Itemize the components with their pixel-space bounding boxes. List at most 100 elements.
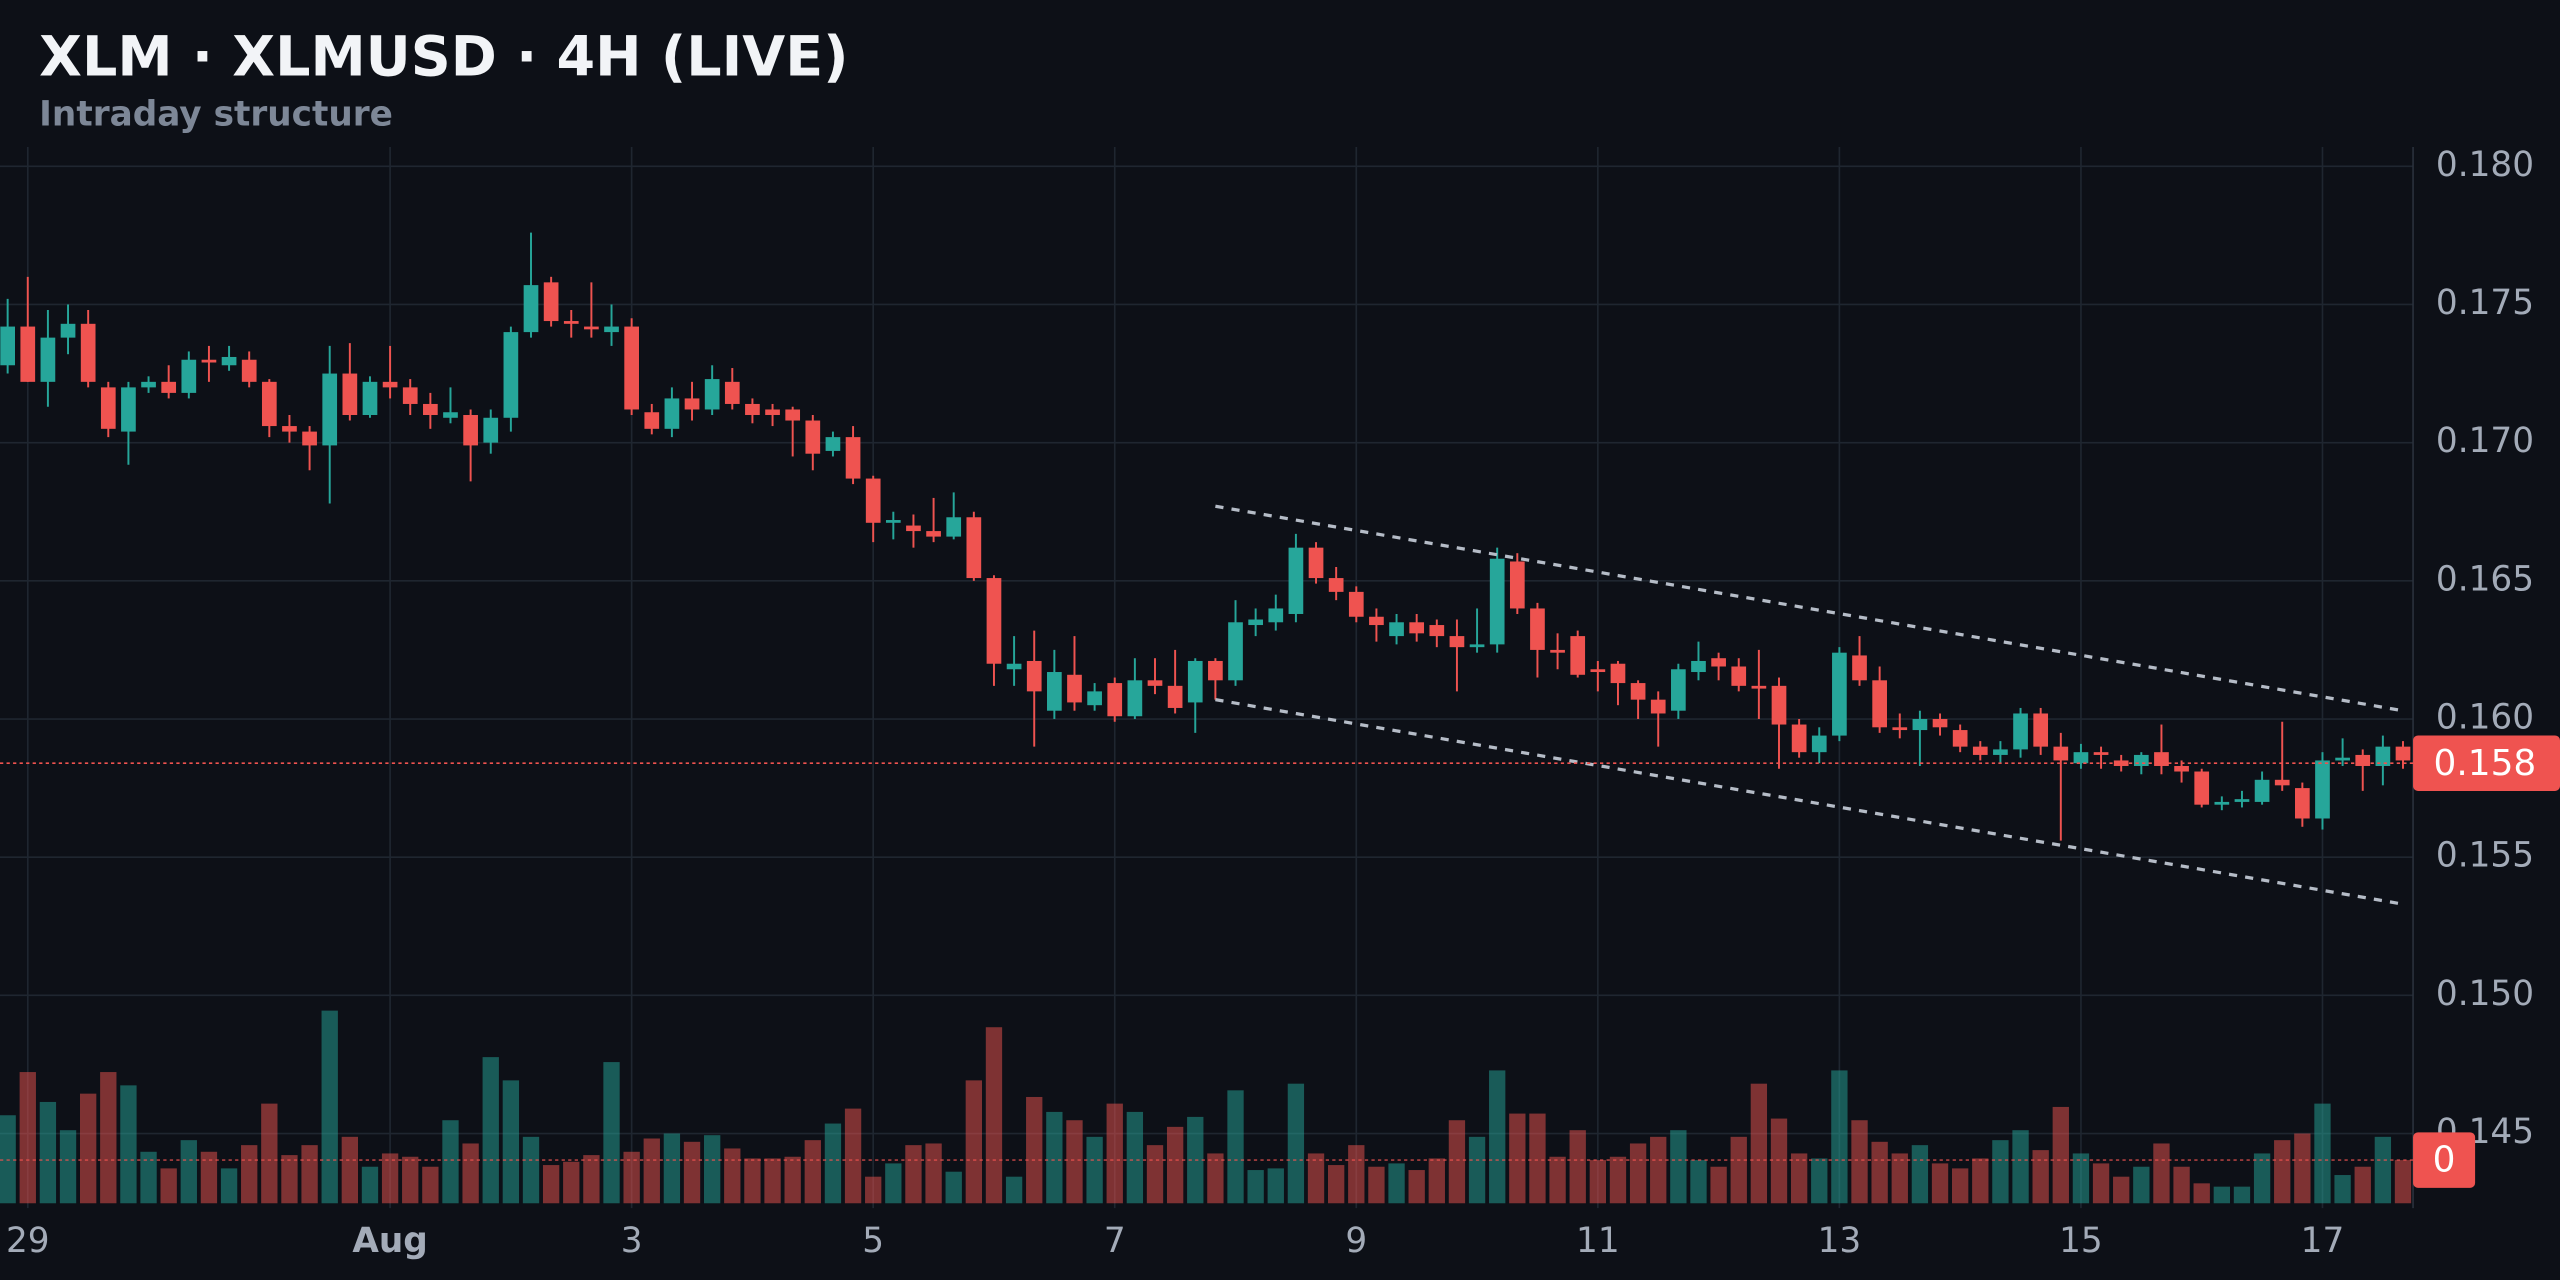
volume-bar bbox=[804, 1140, 821, 1204]
candle-body bbox=[906, 525, 921, 532]
volume-bar bbox=[925, 1143, 942, 1204]
volume-bar bbox=[1106, 1103, 1123, 1204]
volume-bar bbox=[2113, 1176, 2130, 1204]
candle-body bbox=[1671, 669, 1686, 711]
candle-body bbox=[745, 403, 760, 416]
volume-bar bbox=[241, 1145, 258, 1204]
volume-bar bbox=[120, 1085, 137, 1204]
volume-bar bbox=[2233, 1186, 2251, 1204]
volume-bar bbox=[1348, 1145, 1365, 1204]
candle-body bbox=[1489, 558, 1505, 645]
candle-body bbox=[543, 282, 559, 322]
volume-bar bbox=[744, 1158, 761, 1204]
volume-bar bbox=[1790, 1153, 1808, 1204]
candle-body bbox=[1952, 730, 1968, 747]
volume-bar bbox=[764, 1158, 781, 1204]
candle-body bbox=[1530, 608, 1545, 650]
volume-bar bbox=[1871, 1141, 1888, 1204]
candle-body bbox=[2395, 746, 2411, 761]
candle-body bbox=[241, 359, 257, 382]
candle-body bbox=[342, 373, 358, 416]
candle-body bbox=[1067, 674, 1082, 703]
volume-bar bbox=[1026, 1096, 1043, 1204]
volume-bar bbox=[361, 1166, 379, 1204]
candle-body bbox=[1912, 719, 1928, 731]
y-tick-label: 0.180 bbox=[2436, 145, 2534, 185]
volume-bar bbox=[583, 1155, 600, 1204]
candle-body bbox=[2013, 713, 2028, 750]
x-tick-label: 29 bbox=[6, 1221, 50, 1261]
volume-bar bbox=[301, 1145, 318, 1204]
candle-body bbox=[604, 326, 619, 333]
candle-body bbox=[1429, 625, 1445, 637]
volume-bar bbox=[563, 1161, 580, 1204]
volume-bar bbox=[2334, 1175, 2351, 1204]
volume-bar bbox=[1730, 1136, 1747, 1204]
candle-body bbox=[1449, 636, 1465, 648]
volume-bar bbox=[1267, 1168, 1284, 1204]
volume-bar bbox=[1992, 1140, 2009, 1204]
volume-bar bbox=[462, 1143, 479, 1204]
volume-bar bbox=[1931, 1163, 1949, 1204]
candle-body bbox=[2375, 746, 2391, 766]
volume-bar bbox=[1086, 1136, 1103, 1204]
chart-subtitle: Intraday structure bbox=[39, 94, 393, 134]
candle-body bbox=[1872, 680, 1887, 728]
candle-body bbox=[1469, 644, 1485, 648]
volume-bar bbox=[1327, 1165, 1345, 1204]
candle-body bbox=[2295, 788, 2310, 819]
candle-body bbox=[1147, 680, 1163, 686]
trend-line bbox=[1215, 698, 2404, 906]
candle-body bbox=[443, 412, 458, 418]
candle-body bbox=[1509, 561, 1525, 609]
candle-body bbox=[362, 381, 378, 416]
x-tick-label: 15 bbox=[2059, 1221, 2103, 1261]
volume-bar bbox=[643, 1138, 660, 1204]
volume-bar bbox=[2314, 1103, 2331, 1204]
volume-bar bbox=[844, 1108, 862, 1204]
volume-bar bbox=[0, 1115, 16, 1204]
candle-body bbox=[885, 520, 901, 523]
candle-body bbox=[946, 517, 962, 537]
x-tick-label: Aug bbox=[352, 1221, 427, 1261]
candle-body bbox=[1993, 749, 2008, 755]
candle-body bbox=[1852, 655, 1867, 681]
candle-body bbox=[2234, 799, 2250, 802]
y-tick-label: 0.170 bbox=[2436, 421, 2534, 461]
volume-bar bbox=[784, 1156, 801, 1204]
candle-body bbox=[1006, 663, 1022, 670]
volume-bar bbox=[180, 1140, 197, 1204]
volume-bar bbox=[422, 1166, 439, 1204]
candle-body bbox=[785, 409, 801, 421]
candle-body bbox=[1167, 685, 1183, 708]
volume-bar bbox=[1146, 1145, 1164, 1204]
volume-bar bbox=[2092, 1163, 2110, 1204]
y-tick-label: 0.160 bbox=[2436, 698, 2534, 738]
candle-body bbox=[261, 381, 277, 427]
candle-body bbox=[1248, 619, 1263, 626]
volume-bar bbox=[1287, 1083, 1305, 1204]
candle-body bbox=[986, 578, 1002, 664]
volume-bar bbox=[140, 1151, 157, 1204]
volume-bar bbox=[2193, 1183, 2210, 1204]
volume-bar bbox=[1710, 1166, 1727, 1204]
volume-bar bbox=[724, 1148, 741, 1204]
candle-body bbox=[2335, 757, 2350, 761]
candle-body bbox=[1691, 660, 1706, 673]
volume-bar bbox=[623, 1151, 640, 1204]
volume-bar bbox=[703, 1135, 721, 1204]
candle-body bbox=[1731, 666, 1747, 686]
candle-body bbox=[100, 387, 116, 429]
candle-body bbox=[1268, 608, 1284, 623]
candle-body bbox=[765, 409, 780, 416]
x-tick-label: 13 bbox=[1818, 1221, 1862, 1261]
volume-bar bbox=[1972, 1158, 1989, 1204]
volume-bar bbox=[1066, 1120, 1083, 1204]
candle-body bbox=[60, 323, 76, 338]
candle-body bbox=[2315, 760, 2330, 819]
candle-body bbox=[322, 373, 338, 446]
volume-bar bbox=[1428, 1158, 1445, 1204]
volume-bar bbox=[1448, 1120, 1466, 1204]
volume-bar bbox=[482, 1057, 499, 1204]
